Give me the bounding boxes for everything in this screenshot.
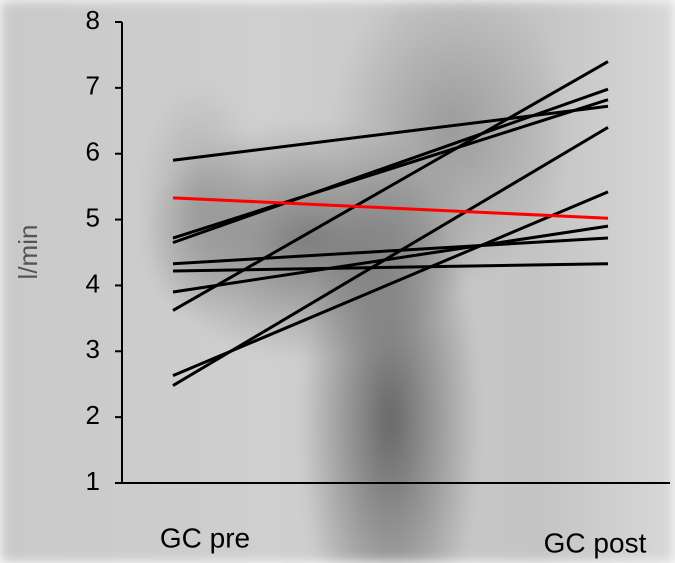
y-axis-label: l/min (13, 225, 43, 280)
y-tick-label: 8 (86, 5, 100, 35)
data-line (172, 236, 609, 266)
y-tick-label: 6 (86, 137, 100, 167)
y-tick-label: 5 (86, 202, 100, 232)
data-line (172, 98, 609, 240)
y-tick-label: 3 (86, 334, 100, 364)
data-line (172, 196, 609, 220)
y-tick-label: 2 (86, 400, 100, 430)
data-line (172, 87, 609, 245)
data-line (172, 224, 609, 294)
y-tick-label: 1 (86, 466, 100, 496)
data-line (172, 126, 609, 387)
y-tick-label: 4 (86, 268, 100, 298)
y-tick-label: 7 (86, 71, 100, 101)
data-line (172, 60, 609, 312)
data-line (172, 104, 609, 162)
data-line (172, 262, 609, 273)
x-tick-label: GC pre (160, 522, 250, 553)
data-line (172, 190, 609, 378)
x-tick-label: GC post (544, 527, 647, 558)
